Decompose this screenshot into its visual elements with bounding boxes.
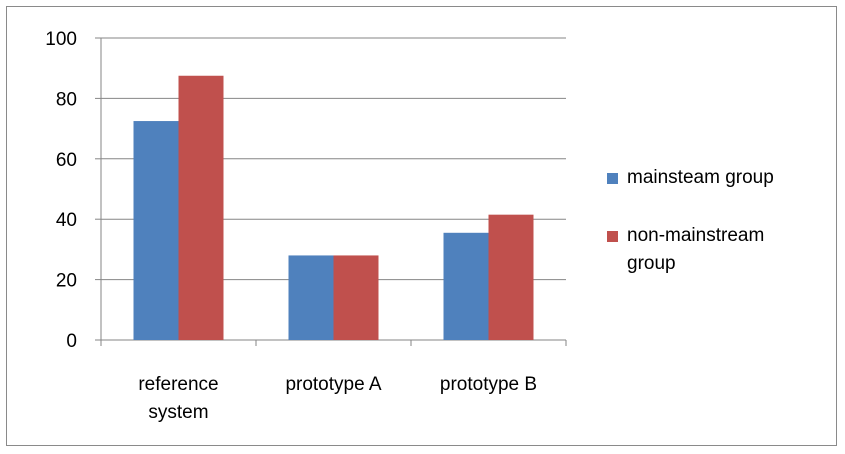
x-tick-label-1-0: prototype A [285, 374, 381, 395]
bar-mainstream-0 [133, 121, 179, 340]
y-tick-labels: 0 20 40 60 80 100 [45, 29, 77, 352]
legend-label-non-mainstream-line1: non-mainstream [627, 225, 765, 246]
bar-mainstream-2 [443, 232, 489, 340]
y-tick-label-60: 60 [56, 150, 77, 171]
y-tick-label-100: 100 [45, 29, 77, 50]
y-tick-label-0: 0 [66, 331, 77, 352]
bars [133, 75, 534, 340]
y-tick-label-80: 80 [56, 89, 77, 110]
x-tick-labels: reference system prototype A prototype B [138, 374, 537, 423]
legend-swatch-mainstream [607, 173, 618, 184]
y-tick-label-20: 20 [56, 271, 77, 292]
y-tick-label-40: 40 [56, 210, 77, 231]
legend: mainsteam group non-mainstream group [607, 164, 837, 278]
x-tick-label-0-1: system [148, 402, 208, 423]
legend-label-non-mainstream-line2: group [627, 253, 676, 274]
bar-non-mainstream-2 [488, 214, 534, 340]
bar-mainstream-1 [288, 255, 334, 340]
legend-swatch-non-mainstream [607, 231, 618, 242]
x-tick-label-0-0: reference [138, 374, 218, 395]
bar-non-mainstream-1 [333, 255, 379, 340]
x-tick-label-2-0: prototype B [440, 374, 537, 395]
legend-item-mainstream: mainsteam group [607, 164, 837, 192]
legend-label-mainstream: mainsteam group [627, 167, 774, 188]
legend-item-non-mainstream: non-mainstream group [607, 222, 837, 278]
bar-non-mainstream-0 [178, 75, 224, 340]
